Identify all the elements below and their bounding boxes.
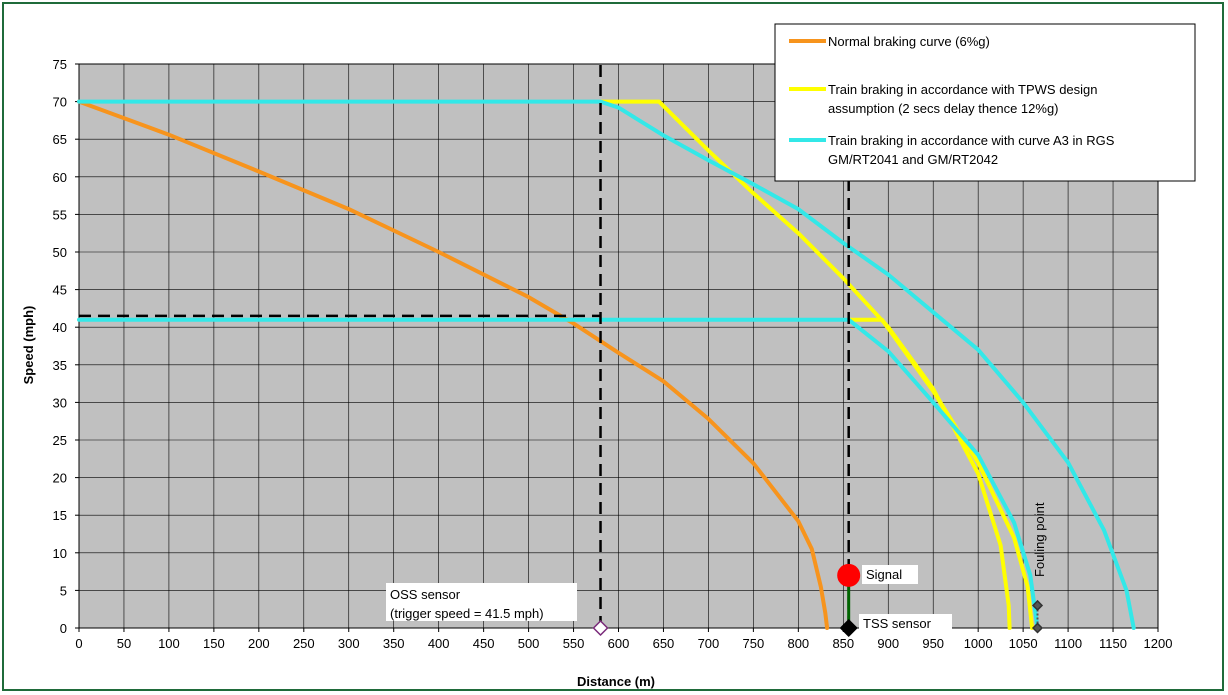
y-tick-label: 55	[53, 207, 67, 222]
tss-label: TSS sensor	[863, 616, 932, 631]
x-tick-label: 950	[922, 636, 944, 651]
x-tick-label: 400	[428, 636, 450, 651]
y-axis-title: Speed (mph)	[21, 306, 36, 385]
legend-label-tpws-line2: assumption (2 secs delay thence 12%g)	[828, 101, 1059, 116]
signal-label: Signal	[866, 567, 902, 582]
series-line-4	[77, 317, 1040, 630]
x-axis-title: Distance (m)	[577, 674, 655, 689]
oss-label-line2: (trigger speed = 41.5 mph)	[390, 606, 544, 621]
x-tick-label: 500	[518, 636, 540, 651]
y-tick-label: 5	[60, 583, 67, 598]
signal-label-box	[862, 565, 918, 584]
y-tick-label: 65	[53, 132, 67, 147]
y-tick-label: 50	[53, 245, 67, 260]
x-tick-label: 450	[473, 636, 495, 651]
y-tick-label: 20	[53, 471, 67, 486]
series-line-2	[846, 317, 1035, 630]
y-tick-label: 30	[53, 395, 67, 410]
series-line-1	[598, 99, 1012, 630]
legend-label-a3-line1: Train braking in accordance with curve A…	[828, 133, 1115, 148]
oss-label-line1: OSS sensor	[390, 587, 461, 602]
signal-marker	[837, 563, 861, 587]
x-tick-label: 550	[563, 636, 585, 651]
x-axis-ticks: 0 50 100 150 200 250 300 350 400 450 500 550 600 650 7…	[75, 628, 1172, 651]
legend: Normal braking curve (6%g) Train braking…	[774, 23, 1196, 182]
diamond-marker	[592, 619, 609, 637]
markers	[592, 563, 1044, 638]
diamond-marker	[839, 618, 858, 638]
y-tick-label: 25	[53, 433, 67, 448]
y-tick-label: 10	[53, 546, 67, 561]
x-tick-label: 750	[743, 636, 765, 651]
x-tick-label: 100	[158, 636, 180, 651]
x-tick-label: 1200	[1144, 636, 1173, 651]
y-axis-ticks: 0 5 10 15 20 25 30 35 40 45 50 55 60 65 70 75	[53, 57, 79, 636]
x-tick-label: 300	[338, 636, 360, 651]
reference-lines	[79, 64, 850, 628]
y-tick-label: 75	[53, 57, 67, 72]
fouling-point-label: Fouling point	[1032, 502, 1047, 577]
x-tick-label: 650	[653, 636, 675, 651]
x-tick-label: 600	[608, 636, 630, 651]
legend-label-tpws-line1: Train braking in accordance with TPWS de…	[828, 82, 1098, 97]
x-tick-label: 0	[75, 636, 82, 651]
legend-box	[774, 23, 1196, 182]
legend-label-normal: Normal braking curve (6%g)	[828, 34, 990, 49]
series-line-3	[77, 99, 1136, 630]
x-tick-label: 150	[203, 636, 225, 651]
x-tick-label: 350	[383, 636, 405, 651]
y-tick-label: 35	[53, 358, 67, 373]
y-tick-label: 70	[53, 95, 67, 110]
x-tick-label: 1000	[964, 636, 993, 651]
grid	[78, 63, 1159, 629]
x-tick-label: 50	[117, 636, 131, 651]
x-tick-label: 200	[248, 636, 270, 651]
legend-label-a3-line2: GM/RT2041 and GM/RT2042	[828, 152, 998, 167]
x-tick-label: 900	[877, 636, 899, 651]
x-tick-label: 1050	[1009, 636, 1038, 651]
x-tick-label: 800	[787, 636, 809, 651]
x-tick-label: 250	[293, 636, 315, 651]
x-tick-label: 850	[832, 636, 854, 651]
series-line-0	[77, 99, 830, 630]
y-tick-label: 15	[53, 508, 67, 523]
x-tick-label: 1150	[1099, 636, 1127, 651]
y-tick-label: 45	[53, 283, 67, 298]
diamond-marker	[1031, 599, 1044, 612]
y-tick-label: 60	[53, 170, 67, 185]
x-tick-label: 700	[698, 636, 720, 651]
series-group	[77, 99, 1136, 630]
tss-label-box	[859, 614, 952, 633]
x-tick-label: 1100	[1054, 636, 1082, 651]
y-tick-label: 40	[53, 320, 67, 335]
y-tick-label: 0	[60, 621, 67, 636]
oss-label-box	[386, 583, 577, 621]
diamond-marker	[1031, 622, 1044, 634]
